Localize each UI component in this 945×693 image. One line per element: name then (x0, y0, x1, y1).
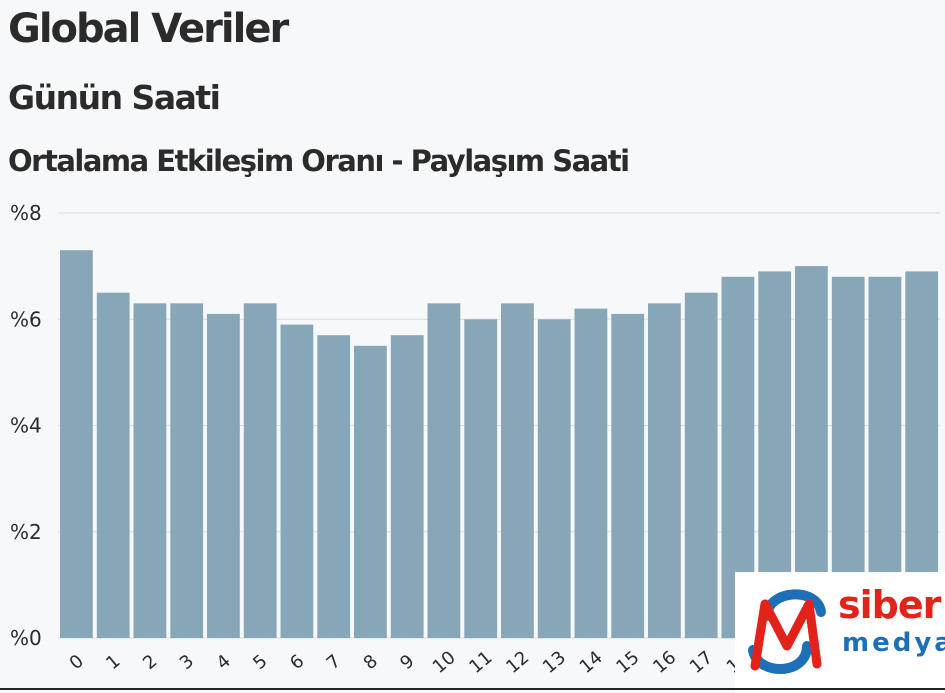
bar (684, 292, 718, 638)
x-tick-label: 2 (139, 651, 161, 674)
chart-title: Ortalama Etkileşim Oranı - Paylaşım Saat… (8, 144, 630, 178)
bar (427, 303, 461, 638)
x-tick-label: 17 (686, 647, 717, 678)
bar (317, 335, 351, 638)
x-tick-label: 7 (323, 651, 345, 674)
x-tick-label: 4 (213, 651, 235, 674)
x-tick-label: 8 (360, 651, 382, 674)
x-tick-label: 15 (612, 647, 643, 678)
bar (243, 303, 277, 638)
x-tick-label: 12 (502, 647, 533, 678)
x-tick-label: 9 (396, 651, 418, 674)
y-tick-label: %6 (10, 307, 42, 331)
x-tick-label: 11 (465, 647, 496, 678)
x-tick-label: 16 (649, 647, 680, 678)
siber-medya-logo: siber medya (735, 572, 945, 693)
bar (390, 335, 424, 638)
y-tick-label: %4 (10, 414, 42, 438)
x-tick-label: 3 (176, 651, 198, 674)
logo-text-medya: medya (842, 628, 945, 658)
bar (207, 313, 240, 638)
bar (537, 319, 571, 639)
section-subtitle: Günün Saati (8, 78, 221, 117)
bar (648, 303, 681, 638)
bar (60, 250, 93, 638)
bar (611, 313, 645, 638)
x-tick-label: 6 (286, 651, 308, 674)
bar (133, 303, 167, 638)
y-tick-label: %0 (10, 626, 42, 650)
x-tick-label: 1 (102, 651, 124, 674)
sm-logo-icon (748, 589, 826, 674)
x-tick-label: 0 (66, 651, 88, 674)
bar (464, 319, 498, 639)
logo-text-siber: siber (838, 583, 941, 627)
bar (96, 292, 130, 638)
x-tick-label: 10 (429, 647, 460, 678)
x-tick-label: 13 (539, 647, 570, 678)
bottom-rule (0, 688, 945, 690)
bar (501, 303, 534, 638)
bar (574, 308, 608, 638)
y-tick-label: %2 (10, 520, 42, 544)
page-title: Global Veriler (8, 6, 289, 52)
x-tick-label: 5 (249, 651, 271, 674)
bar (280, 324, 314, 638)
bar (170, 303, 204, 638)
y-tick-label: %8 (10, 201, 42, 225)
x-tick-label: 14 (576, 647, 607, 678)
bar (354, 345, 387, 638)
